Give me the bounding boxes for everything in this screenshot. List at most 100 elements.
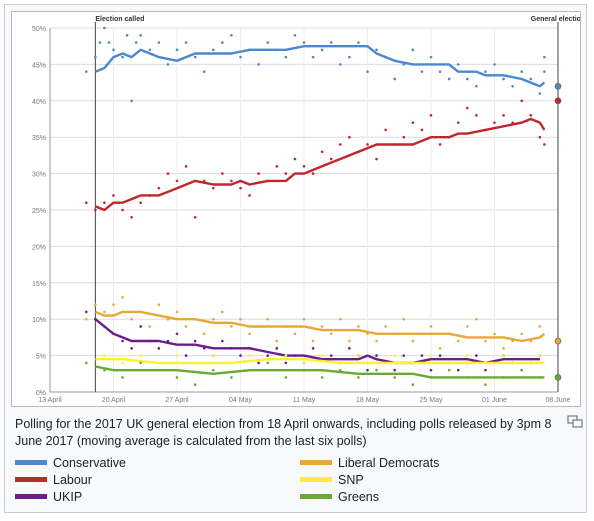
poll-point	[211, 186, 215, 190]
poll-point	[284, 376, 288, 379]
poll-point	[402, 317, 406, 321]
figure-thumbnail: 0% 5% 10% 15% 20% 25% 30% 35% 40% 45% 50% 13 April 2…	[4, 4, 587, 513]
poll-point	[157, 186, 161, 190]
poll-point	[543, 143, 546, 146]
poll-point	[493, 63, 496, 66]
result-marker	[554, 97, 562, 105]
poll-point	[257, 172, 260, 175]
poll-point	[375, 339, 378, 343]
poll-chart: 0% 5% 10% 15% 20% 25% 30% 35% 40% 45% 50% 13 April 2…	[32, 16, 580, 404]
poll-point	[230, 325, 233, 328]
poll-point	[465, 106, 469, 110]
y-tick-label: 20%	[32, 244, 46, 251]
poll-point	[475, 317, 478, 321]
y-tick-label: 35%	[32, 135, 46, 142]
poll-point	[248, 354, 251, 357]
poll-point	[502, 114, 505, 117]
poll-point	[239, 354, 242, 357]
poll-point	[438, 347, 442, 350]
poll-point	[484, 70, 487, 73]
x-tick-label: 08 June	[546, 397, 571, 404]
poll-point	[538, 92, 542, 95]
poll-point	[175, 179, 179, 183]
y-tick-label: 10%	[32, 317, 46, 324]
poll-point	[221, 41, 224, 44]
poll-point	[320, 376, 324, 379]
moving-average-line	[94, 45, 546, 88]
poll-point	[175, 376, 179, 379]
poll-point	[275, 347, 279, 350]
poll-point	[230, 376, 233, 379]
poll-point	[456, 368, 460, 372]
moving-average-line	[94, 318, 540, 365]
poll-point	[302, 165, 306, 168]
poll-point	[184, 165, 188, 168]
poll-point	[230, 33, 233, 37]
poll-point	[275, 165, 279, 168]
poll-point	[348, 347, 351, 350]
poll-point	[429, 55, 433, 59]
result-marker	[554, 337, 562, 345]
poll-point	[84, 317, 88, 321]
poll-point	[103, 26, 106, 30]
poll-point	[230, 179, 233, 183]
poll-point	[103, 354, 106, 357]
poll-point	[420, 354, 424, 357]
x-tick-label: 04 May	[229, 397, 252, 404]
chart-area: 0% 5% 10% 15% 20% 25% 30% 35% 40% 45% 50% 13 April 2…	[11, 11, 581, 407]
poll-point	[302, 317, 306, 321]
poll-point	[112, 48, 115, 52]
poll-point	[529, 77, 533, 81]
poll-point	[94, 55, 97, 59]
poll-point	[456, 63, 460, 66]
poll-point	[502, 77, 505, 81]
poll-point	[438, 70, 442, 73]
poll-point	[420, 70, 424, 73]
poll-point	[393, 354, 397, 357]
legend-label: Greens	[338, 490, 379, 504]
chart-legend: Conservative Liberal Democrats Labour SN…	[15, 455, 575, 511]
poll-point	[266, 41, 270, 44]
poll-point	[543, 70, 546, 73]
poll-point	[447, 77, 451, 81]
y-tick-label: 15%	[32, 281, 46, 288]
poll-point	[239, 186, 242, 190]
poll-point	[139, 325, 143, 328]
legend-swatch	[300, 494, 332, 499]
x-tick-label: 27 April	[165, 397, 189, 404]
poll-point	[520, 368, 524, 372]
legend-label: SNP	[338, 473, 364, 487]
poll-point	[221, 310, 224, 314]
moving-average-line	[95, 358, 545, 365]
poll-point	[134, 41, 138, 44]
poll-point	[130, 99, 133, 103]
enlarge-icon[interactable]	[567, 415, 583, 429]
poll-point	[248, 194, 251, 197]
poll-point	[257, 63, 260, 66]
legend-swatch	[15, 477, 47, 482]
poll-point	[311, 347, 315, 350]
poll-point	[375, 368, 378, 372]
poll-point	[184, 41, 188, 44]
poll-point	[429, 325, 433, 328]
poll-point	[302, 41, 306, 44]
legend-swatch	[15, 494, 47, 499]
poll-point	[157, 303, 161, 306]
legend-swatch	[300, 477, 332, 482]
poll-point	[493, 121, 496, 124]
poll-point	[357, 354, 360, 357]
poll-point	[311, 172, 315, 175]
poll-point	[366, 143, 369, 146]
poll-point	[311, 339, 315, 343]
poll-point	[175, 310, 179, 314]
y-tick-label: 40%	[32, 99, 46, 106]
legend-label: Liberal Democrats	[338, 456, 440, 470]
poll-point	[411, 48, 415, 52]
poll-point	[348, 339, 351, 343]
poll-point	[293, 332, 297, 336]
poll-point	[202, 70, 206, 73]
poll-point	[266, 317, 270, 321]
poll-point	[484, 383, 487, 387]
poll-point	[538, 135, 542, 139]
poll-point	[475, 354, 478, 357]
